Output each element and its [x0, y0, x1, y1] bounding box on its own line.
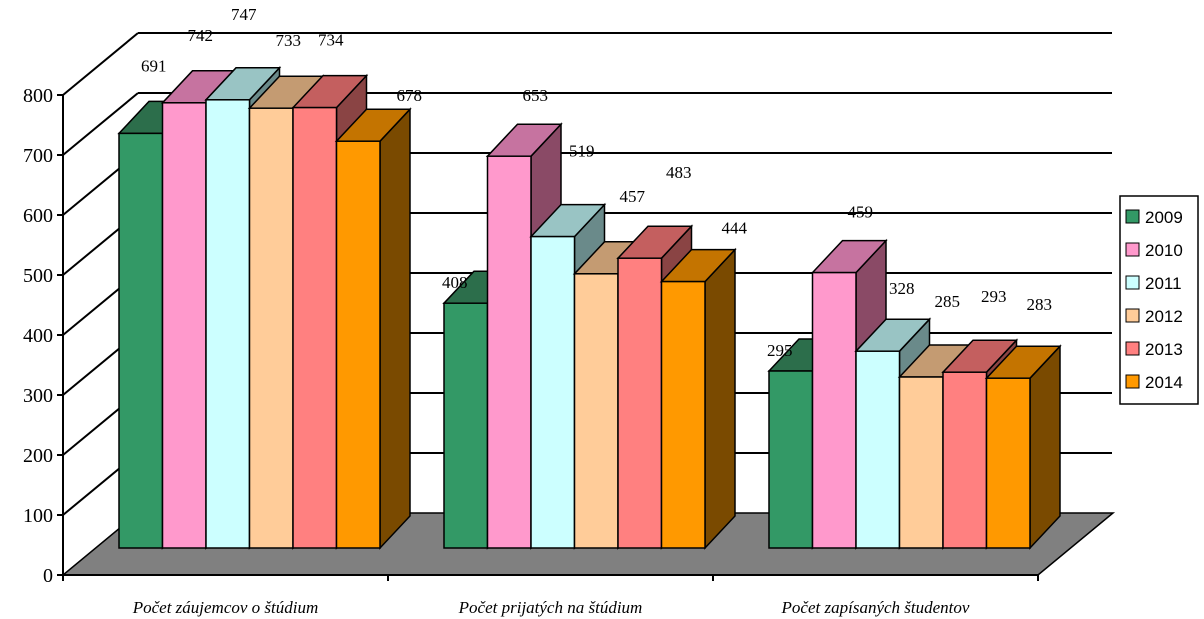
data-label: 408	[442, 273, 468, 292]
data-label: 734	[318, 31, 344, 50]
data-label: 747	[231, 5, 257, 24]
bar-side	[1029, 344, 1061, 550]
legend-swatch	[1125, 374, 1140, 389]
category-label: Počet zapísaných študentov	[781, 598, 970, 617]
bar	[205, 99, 251, 549]
y-tick-label: 800	[23, 85, 53, 107]
data-label: 328	[889, 279, 915, 298]
y-tick-label: 200	[23, 445, 53, 467]
y-tick-label: 600	[23, 205, 53, 227]
bar	[530, 235, 576, 549]
bar-side	[379, 107, 411, 550]
bar	[118, 132, 164, 549]
data-label: 519	[569, 142, 595, 161]
bar	[292, 106, 338, 549]
category-label: Počet prijatých na štúdium	[458, 598, 643, 617]
bar	[573, 273, 619, 549]
legend-label: 2010	[1145, 241, 1183, 260]
bar	[942, 371, 988, 549]
gridline-diagonal	[62, 32, 139, 96]
bar	[335, 140, 381, 549]
legend-box	[1119, 195, 1199, 405]
data-labels: 691 742 747 733 734 678 408 653 519 457 483 444 295 4…	[141, 5, 1052, 360]
bar	[443, 302, 489, 549]
legend-swatch	[1125, 341, 1140, 356]
y-tick-label: 300	[23, 385, 53, 407]
data-label: 742	[188, 26, 214, 45]
bar-side	[704, 247, 736, 550]
y-tick-label: 400	[23, 325, 53, 347]
legend-label: 2009	[1145, 208, 1183, 227]
bar	[486, 155, 532, 549]
bar	[161, 102, 207, 549]
axes: 0 100 200 300 400 500 600 700 800 Počet záujemcov…	[23, 85, 1039, 617]
legend: 2009 2010 2011 2012 2013 2014	[1119, 195, 1199, 405]
legend-swatch	[1125, 242, 1140, 257]
bar	[811, 271, 857, 549]
bars	[117, 65, 1062, 550]
legend-label: 2012	[1145, 307, 1183, 326]
data-label: 457	[620, 187, 646, 206]
data-label: 293	[981, 287, 1007, 306]
data-label: 483	[666, 163, 692, 182]
legend-swatch	[1125, 275, 1140, 290]
gridline-diagonal	[62, 92, 139, 156]
data-label: 285	[935, 292, 961, 311]
data-label: 691	[141, 56, 167, 75]
category-label: Počet záujemcov o štúdium	[132, 598, 319, 617]
data-label: 459	[848, 203, 874, 222]
legend-swatch	[1125, 209, 1140, 224]
legend-label: 2011	[1145, 274, 1182, 293]
data-label: 295	[767, 341, 793, 360]
data-label: 444	[722, 219, 748, 238]
bar	[660, 280, 706, 549]
legend-swatch	[1125, 308, 1140, 323]
data-label: 678	[397, 86, 423, 105]
bar	[248, 107, 294, 549]
legend-label: 2013	[1145, 340, 1183, 359]
data-label: 653	[523, 86, 549, 105]
bar	[768, 370, 814, 549]
bar	[898, 376, 944, 549]
data-label: 733	[276, 31, 302, 50]
y-tick-label: 500	[23, 265, 53, 287]
bar	[855, 350, 901, 549]
y-tick-label: 0	[43, 565, 53, 587]
data-label: 283	[1027, 295, 1053, 314]
bar	[985, 377, 1031, 549]
y-tick-label: 700	[23, 145, 53, 167]
legend-label: 2014	[1145, 373, 1183, 392]
y-tick-label: 100	[23, 505, 53, 527]
bar	[617, 257, 663, 549]
